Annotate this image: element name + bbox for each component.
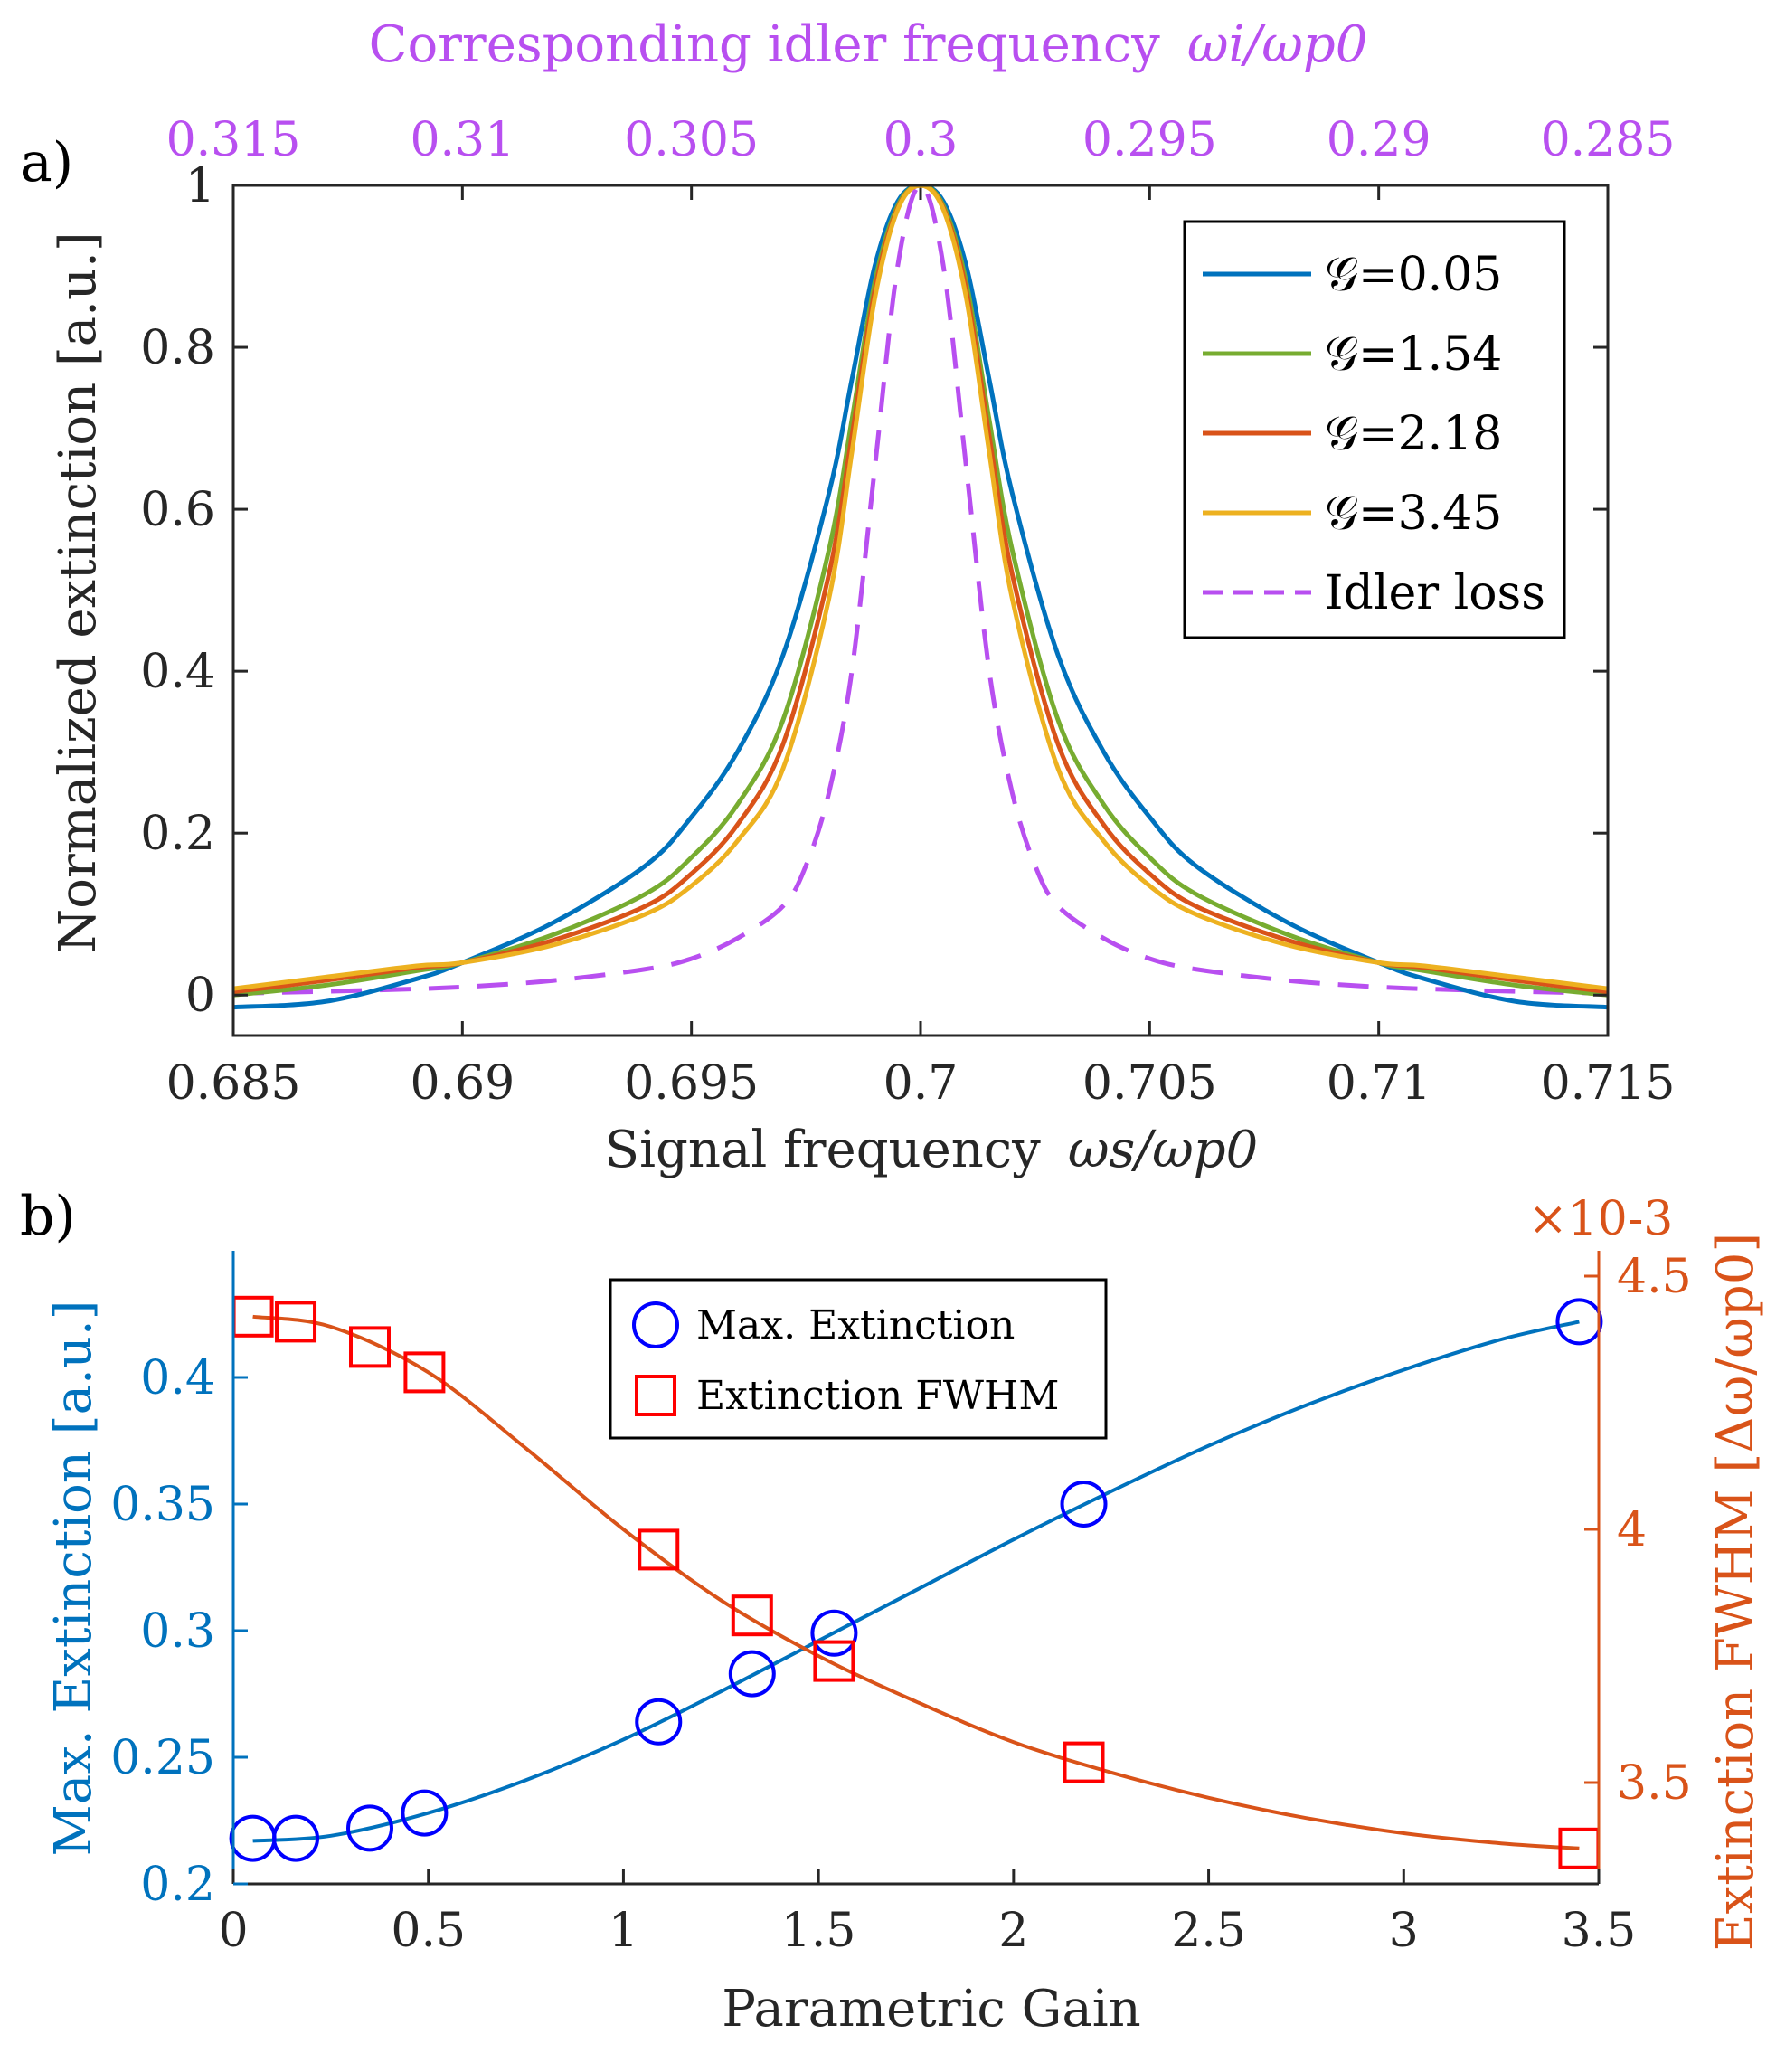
panel-b-square-marker xyxy=(638,1528,680,1571)
panel-b-circle-marker xyxy=(1555,1298,1603,1346)
panel-b-circle-marker xyxy=(401,1789,449,1837)
panel-b-square-marker xyxy=(813,1640,855,1682)
panel-a-xlabel-text: Signal frequency xyxy=(605,1121,1041,1179)
panel-a-xtick-label: 0.685 xyxy=(166,1056,301,1111)
panel-b-circle-marker xyxy=(272,1814,320,1862)
panel-b-circle-marker xyxy=(229,1814,277,1862)
panel-b-left-ylabel: Max. Extinction [a.u.] xyxy=(44,1301,103,1857)
panel-b-plot xyxy=(229,1251,1603,1886)
panel-a-top-tick-label: 0.295 xyxy=(1082,113,1217,167)
panel-a-xtick-label: 0.695 xyxy=(624,1056,759,1111)
panel-b-left-tick-label: 0.2 xyxy=(140,1858,215,1912)
panel-b-right-tick-label: 4.5 xyxy=(1617,1250,1692,1304)
panel-a-series-3 xyxy=(233,185,1608,991)
panel-b-right-y-ticks: 3.5 4 4.5 xyxy=(1584,1250,1692,1811)
panel-b-square-marker xyxy=(403,1351,446,1394)
panel-a-top-xlabel: Corresponding idler frequency ωi/ωp0 xyxy=(369,15,1368,74)
panel-b-right-tick-label: 4 xyxy=(1617,1503,1647,1557)
panel-b-right-exponent: ×10-3 xyxy=(1528,1192,1673,1246)
panel-b-square-marker xyxy=(1063,1741,1105,1783)
panel-b-fit-3 xyxy=(252,1314,1580,1850)
panel-a-ytick-label: 0.8 xyxy=(140,321,215,375)
panel-b-xtick-label: 0 xyxy=(218,1904,248,1958)
panel-a-legend-label: 𝒢=0.05 xyxy=(1325,248,1502,302)
panel-b-circle-marker xyxy=(1060,1481,1108,1528)
panel-b-circle-marker xyxy=(728,1650,776,1698)
panel-a-top-xlabel-text: Corresponding idler frequency xyxy=(369,15,1161,74)
panel-b-left-tick-label: 0.3 xyxy=(140,1604,215,1659)
panel-a-xtick-label: 0.7 xyxy=(883,1056,959,1111)
panel-a-top-xlabel-math: ωi/ωp0 xyxy=(1187,15,1368,74)
panel-a-y-ticks: 0 0.2 0.4 0.6 0.8 1 xyxy=(140,159,1608,1023)
panel-b-xtick-label: 3.5 xyxy=(1562,1904,1637,1958)
panel-b-xlabel: Parametric Gain xyxy=(722,1980,1140,2039)
panel-a-legend-label: 𝒢=3.45 xyxy=(1325,487,1502,541)
panel-b-square-marker xyxy=(731,1594,773,1637)
panel-b-xtick-label: 0.5 xyxy=(391,1904,466,1958)
panel-b-left-y-ticks: 0.2 0.25 0.3 0.35 0.4 xyxy=(110,1351,248,1912)
panel-b-square-marker xyxy=(275,1301,317,1343)
panel-b-circle-marker xyxy=(635,1698,683,1746)
panel-a-top-tick-label: 0.305 xyxy=(624,113,759,167)
panel-a-series-0 xyxy=(233,185,1608,1010)
panel-a-top-tick-label: 0.315 xyxy=(166,113,301,167)
panel-b-legend-box xyxy=(609,1278,1108,1440)
panel-a-ytick-label: 0.4 xyxy=(140,645,215,699)
panel-a-x-ticks: 0.685 0.69 0.695 0.7 0.705 0.71 0.715 xyxy=(166,1021,1676,1111)
panel-a-ytick-label: 0 xyxy=(185,969,215,1023)
panel-a-ytick-label: 1 xyxy=(185,159,215,213)
panel-a-xtick-label: 0.705 xyxy=(1082,1056,1217,1111)
panel-a-xtick-label: 0.69 xyxy=(410,1056,515,1111)
panel-a-label: a) xyxy=(20,131,73,194)
panel-a-xtick-label: 0.71 xyxy=(1327,1056,1431,1111)
panel-b-legend-label: Max. Extinction xyxy=(696,1302,1015,1348)
panel-a-series-2 xyxy=(233,185,1608,995)
panel-a-xlabel-math: ωs/ωp0 xyxy=(1068,1121,1258,1179)
panel-a-top-tick-label: 0.29 xyxy=(1327,113,1431,167)
panel-a-top-tick-label: 0.31 xyxy=(410,113,515,167)
panel-a-top-x-ticks: 0.315 0.31 0.305 0.3 0.295 0.29 0.285 xyxy=(166,113,1676,200)
panel-a-plot xyxy=(231,184,1610,1037)
panel-a-ytick-label: 0.6 xyxy=(140,483,215,537)
panel-b-legend: Max. Extinction Extinction FWHM xyxy=(609,1278,1108,1440)
panel-b-xtick-label: 1 xyxy=(609,1904,638,1958)
panel-a-legend-box xyxy=(1183,220,1566,639)
panel-a-ytick-label: 0.2 xyxy=(140,807,215,861)
panel-a-legend-label: Idler loss xyxy=(1325,566,1545,620)
panel-a-xlabel: Signal frequency ωs/ωp0 xyxy=(605,1121,1258,1179)
panel-b-square-marker xyxy=(349,1326,391,1368)
panel-a-legend-label: 𝒢=1.54 xyxy=(1325,327,1502,382)
panel-b-xtick-label: 2 xyxy=(998,1904,1028,1958)
panel-b-xtick-label: 2.5 xyxy=(1171,1904,1246,1958)
panel-a-series-1 xyxy=(233,185,1608,998)
panel-b-legend-label: Extinction FWHM xyxy=(696,1373,1059,1419)
panel-a-top-tick-label: 0.285 xyxy=(1541,113,1676,167)
panel-b-fit-2 xyxy=(252,1320,1580,1843)
panel-b-circle-marker xyxy=(346,1804,393,1852)
panel-b-x-ticks: 0 0.5 1 1.5 2 2.5 3 3.5 xyxy=(218,1869,1636,1958)
panel-b-right-ylabel: Extinction FWHM [Δω/ωp0] xyxy=(1706,1233,1765,1952)
panel-a-ylabel: Normalized extinction [a.u.] xyxy=(49,232,108,952)
panel-b-left-tick-label: 0.25 xyxy=(110,1731,215,1785)
panel-b-left-tick-label: 0.4 xyxy=(140,1351,215,1405)
panel-a-xtick-label: 0.715 xyxy=(1541,1056,1676,1111)
panel-b-xtick-label: 1.5 xyxy=(781,1904,856,1958)
panel-b-left-tick-label: 0.35 xyxy=(110,1478,215,1532)
panel-a-top-tick-label: 0.3 xyxy=(883,113,959,167)
panel-b-legend-circle xyxy=(632,1301,679,1348)
panel-b-label: b) xyxy=(20,1185,76,1248)
panel-a-legend-label: 𝒢=2.18 xyxy=(1325,407,1502,461)
panel-b-xtick-label: 3 xyxy=(1389,1904,1419,1958)
panel-b-right-tick-label: 3.5 xyxy=(1617,1756,1692,1811)
panel-a-legend: 𝒢=0.05 𝒢=1.54 𝒢=2.18 𝒢=3.45 Idler loss xyxy=(1183,220,1566,639)
panel-b-circle-marker xyxy=(810,1609,858,1657)
panel-b-legend-square xyxy=(635,1375,676,1416)
